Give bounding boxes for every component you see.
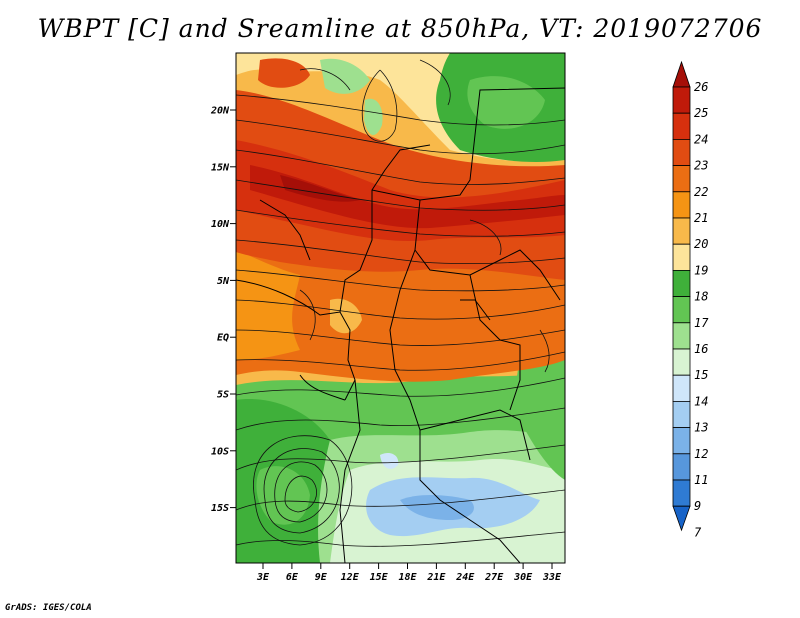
colorbar-label: 18 (694, 290, 708, 304)
colorbar-swatch (672, 479, 691, 507)
lon-label: 27E (484, 572, 504, 583)
colorbar-label: 21 (694, 211, 708, 225)
colorbar-swatch (672, 427, 691, 455)
lon-label: 18E (398, 572, 417, 583)
colorbar-swatch (672, 217, 691, 245)
longitude-axis: 3E 6E 9E 12E 15E 18E 21E 24E 27E 30E 33E (256, 563, 562, 583)
colorbar-label: 16 (694, 342, 708, 356)
streamlines (236, 59, 565, 547)
colorbar-label: 9 (694, 499, 701, 513)
colorbar-label: 19 (694, 263, 708, 277)
colorbar-bottom-arrow (672, 505, 691, 532)
lon-label: 24E (455, 572, 475, 583)
colorbar-label: 20 (694, 237, 708, 251)
colorbar-top-arrow (672, 60, 691, 88)
lon-label: 21E (426, 572, 446, 583)
lon-label: 9E (315, 572, 328, 583)
lat-label: 10N (211, 219, 230, 230)
lat-label: 15S (211, 503, 229, 514)
lon-label: 6E (286, 572, 299, 583)
colorbar-label: 22 (694, 185, 708, 199)
colorbar-label: 26 (694, 80, 708, 94)
lon-label: 12E (341, 572, 360, 583)
colorbar-swatch (672, 296, 691, 324)
wbpt-field (236, 53, 565, 563)
colorbar-swatch (672, 453, 691, 481)
lat-label: 5S (217, 390, 229, 401)
colorbar-label: 11 (694, 473, 708, 487)
credit-text: GrADS: IGES/COLA (5, 603, 92, 613)
colorbar-label: 25 (694, 106, 708, 120)
colorbar-swatch (672, 165, 691, 193)
country-borders (236, 87, 565, 563)
colorbar-swatch (672, 374, 691, 402)
map-frame (235, 52, 566, 564)
colorbar-label: 7 (694, 525, 702, 539)
lat-label: 20N (210, 106, 230, 117)
colorbar-label: 12 (694, 447, 708, 461)
chart-title: WBPT [C] and Sreamline at 850hPa, VT: 20… (37, 14, 763, 43)
colorbar-swatch (672, 86, 691, 114)
colorbar-swatch (672, 191, 691, 219)
lon-label: 3E (256, 572, 270, 583)
colorbar-swatch (672, 112, 691, 140)
colorbar-swatch (672, 400, 691, 428)
colorbar-swatch (672, 243, 691, 271)
lat-label: 15N (211, 162, 230, 173)
lon-label: 30E (513, 572, 533, 583)
latitude-axis: 20N 15N 10N 5N EQ 5S 10S 15S (210, 106, 236, 514)
colorbar-label: 23 (694, 159, 708, 173)
lon-label: 15E (370, 572, 389, 583)
colorbar-label: 15 (694, 368, 708, 382)
colorbar-swatch (672, 348, 691, 376)
colorbar-label: 14 (694, 394, 708, 408)
colorbar-label: 17 (694, 316, 709, 330)
colorbar-swatch (672, 138, 691, 166)
colorbar-swatch (672, 322, 691, 350)
colorbar: 26 25 24 23 22 21 20 19 18 17 16 15 14 13 12 11 9 7 (672, 60, 709, 539)
lat-label: 5N (217, 276, 230, 287)
lat-label: 10S (211, 446, 229, 457)
colorbar-swatch (672, 269, 691, 297)
lon-label: 33E (542, 572, 562, 583)
lat-label: EQ (217, 333, 229, 344)
colorbar-label: 13 (694, 421, 708, 435)
colorbar-label: 24 (694, 132, 708, 146)
